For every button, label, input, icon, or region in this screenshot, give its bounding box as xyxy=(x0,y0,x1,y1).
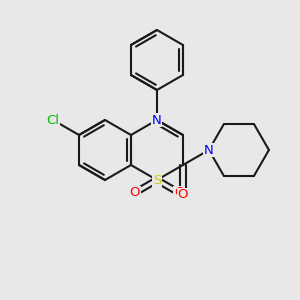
Text: O: O xyxy=(178,188,188,202)
Text: O: O xyxy=(174,186,184,199)
Text: S: S xyxy=(153,173,161,187)
Text: O: O xyxy=(130,186,140,199)
Text: N: N xyxy=(204,143,214,157)
Text: Cl: Cl xyxy=(46,113,59,127)
Text: N: N xyxy=(204,143,214,157)
Text: N: N xyxy=(152,113,162,127)
